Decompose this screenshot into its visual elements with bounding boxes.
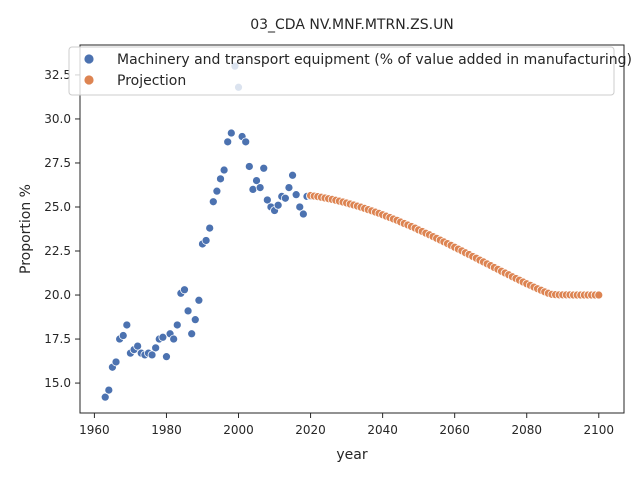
data-point <box>187 329 197 339</box>
legend-marker-projection <box>83 74 95 86</box>
data-point <box>169 334 179 344</box>
data-point <box>172 320 182 330</box>
chart-title: 03_CDA NV.MNF.MTRN.ZS.UN <box>250 17 454 33</box>
x-tick-label: 2000 <box>223 423 254 437</box>
data-point <box>241 137 251 147</box>
y-axis: 15.0 17.5 20.0 22.5 25.0 27.5 30.0 32.5 <box>44 68 80 390</box>
data-point <box>158 332 168 342</box>
x-axis: 1960 1980 2000 2020 2040 2060 2080 2100 <box>79 413 614 437</box>
data-point <box>190 315 200 325</box>
data-point <box>162 352 171 362</box>
y-tick-label: 25.0 <box>44 200 71 214</box>
data-point <box>104 385 114 395</box>
axes-frame <box>79 44 625 414</box>
data-point <box>223 137 233 147</box>
data-point <box>284 183 294 192</box>
data-point <box>180 285 189 295</box>
plot-area <box>100 61 604 402</box>
data-point <box>226 128 236 138</box>
data-point <box>288 170 297 180</box>
x-tick-label: 2080 <box>511 423 542 437</box>
data-point <box>262 195 272 205</box>
legend-box <box>68 46 615 96</box>
data-point <box>291 190 301 200</box>
data-point <box>255 183 265 192</box>
x-tick-label: 1980 <box>151 423 182 437</box>
data-point <box>259 163 269 173</box>
y-axis-label: Proportion % <box>18 184 34 274</box>
y-tick-label: 17.5 <box>44 332 71 346</box>
data-point <box>194 295 204 305</box>
data-point <box>201 236 211 245</box>
data-point <box>147 350 157 360</box>
x-tick-label: 2040 <box>367 423 398 437</box>
data-point <box>205 223 215 233</box>
data-point <box>273 200 283 210</box>
series-machinery <box>100 61 315 402</box>
data-point <box>151 343 161 353</box>
y-tick-label: 22.5 <box>44 244 71 258</box>
x-axis-label: year <box>336 447 367 463</box>
data-point <box>219 165 229 175</box>
data-point <box>118 331 128 340</box>
x-tick-label: 2060 <box>439 423 470 437</box>
data-point <box>122 320 132 330</box>
legend-label-machinery: Machinery and transport equipment (% of … <box>117 52 632 68</box>
data-point <box>183 306 193 316</box>
x-tick-label: 1960 <box>79 423 110 437</box>
data-point <box>133 341 143 351</box>
y-tick-label: 30.0 <box>44 112 71 126</box>
projection-point <box>594 290 604 300</box>
data-point <box>111 357 121 367</box>
data-point <box>298 209 308 219</box>
data-point <box>244 162 254 171</box>
series-projection <box>306 191 604 300</box>
legend: Machinery and transport equipment (% of … <box>68 46 632 96</box>
y-tick-label: 15.0 <box>44 376 71 390</box>
legend-marker-machinery <box>83 53 95 65</box>
y-tick-label: 20.0 <box>44 288 71 302</box>
x-tick-label: 2100 <box>584 423 615 437</box>
data-point <box>280 193 290 203</box>
data-point <box>252 176 261 185</box>
data-point <box>248 185 258 194</box>
data-point <box>212 186 222 196</box>
y-tick-label: 27.5 <box>44 156 71 170</box>
data-point <box>216 174 225 184</box>
data-point <box>295 202 305 212</box>
legend-label-projection: Projection <box>117 73 186 89</box>
y-tick-label: 32.5 <box>44 68 71 82</box>
x-tick-label: 2020 <box>295 423 326 437</box>
data-point <box>208 197 218 207</box>
data-point <box>100 392 110 402</box>
